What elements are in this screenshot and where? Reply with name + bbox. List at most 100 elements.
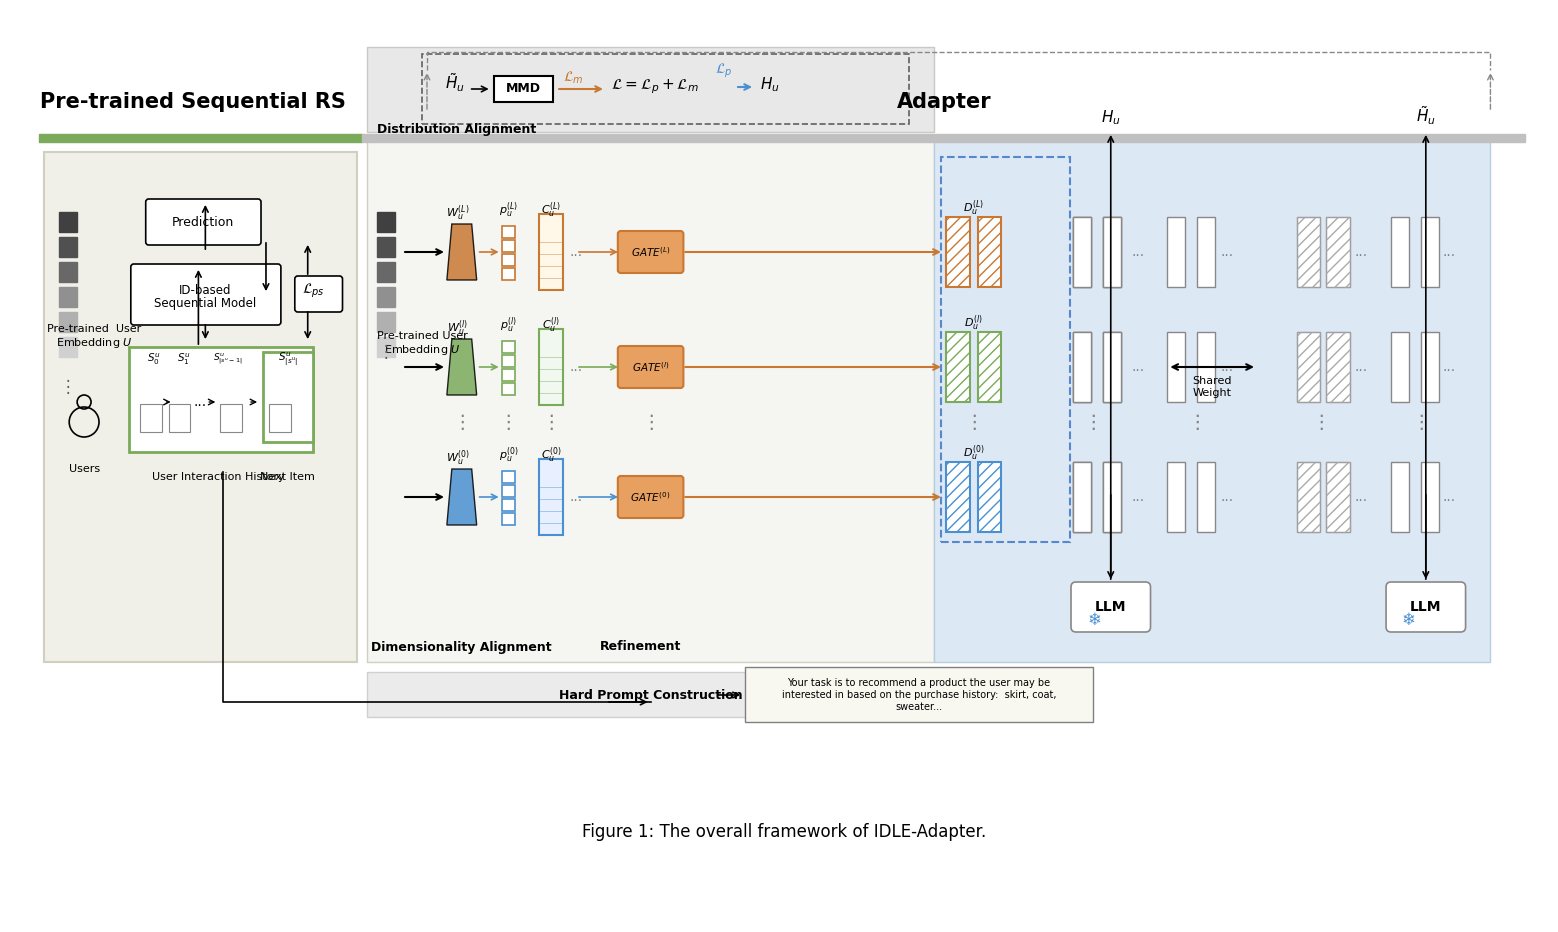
Text: $p_u^{(0)}$: $p_u^{(0)}$ bbox=[499, 445, 519, 465]
Text: ID-based: ID-based bbox=[179, 283, 232, 296]
Bar bbox=[59, 212, 78, 232]
Text: Sequential Model: Sequential Model bbox=[154, 297, 257, 310]
Bar bbox=[59, 287, 78, 307]
Text: $S_{|s^u|}^u$: $S_{|s^u|}^u$ bbox=[277, 350, 298, 367]
Bar bbox=[1421, 462, 1438, 532]
Bar bbox=[1167, 332, 1186, 402]
Text: $\mathcal{L} = \mathcal{L}_p + \mathcal{L}_m$: $\mathcal{L} = \mathcal{L}_p + \mathcal{… bbox=[611, 77, 700, 96]
Bar bbox=[168, 404, 190, 432]
Bar bbox=[59, 337, 78, 357]
Text: ⋮: ⋮ bbox=[1312, 413, 1331, 432]
Bar bbox=[1326, 462, 1351, 532]
Bar bbox=[1296, 462, 1321, 532]
Bar bbox=[946, 217, 969, 287]
Bar bbox=[745, 667, 1092, 722]
Text: $GATE^{(0)}$: $GATE^{(0)}$ bbox=[631, 490, 671, 504]
Text: ...: ... bbox=[1443, 490, 1455, 504]
Text: $C_u^{(0)}$: $C_u^{(0)}$ bbox=[541, 445, 562, 465]
Bar bbox=[502, 499, 516, 511]
Text: Next Item: Next Item bbox=[260, 472, 315, 482]
Text: $p_u^{(L)}$: $p_u^{(L)}$ bbox=[499, 200, 519, 220]
Text: ⋮: ⋮ bbox=[452, 413, 472, 432]
Bar bbox=[1326, 217, 1351, 287]
Bar bbox=[1296, 217, 1321, 287]
Text: $D_u^{(L)}$: $D_u^{(L)}$ bbox=[963, 199, 985, 218]
Bar bbox=[363, 134, 1525, 142]
Polygon shape bbox=[447, 339, 477, 395]
Bar bbox=[502, 471, 516, 483]
Bar bbox=[1326, 332, 1351, 402]
Text: Dimensionality Alignment: Dimensionality Alignment bbox=[371, 640, 552, 653]
Bar bbox=[1103, 217, 1120, 287]
Bar bbox=[1103, 462, 1120, 532]
Text: ⋮: ⋮ bbox=[640, 413, 661, 432]
Bar bbox=[1103, 217, 1120, 287]
Bar bbox=[1167, 462, 1186, 532]
Bar bbox=[502, 254, 516, 266]
Bar bbox=[1167, 217, 1186, 287]
Text: Pre-trained  User
Embedding $U$: Pre-trained User Embedding $U$ bbox=[47, 324, 142, 350]
Bar bbox=[1197, 217, 1215, 287]
Bar bbox=[1103, 462, 1120, 532]
Bar bbox=[1391, 332, 1408, 402]
Text: Pre-trained User
Embedding $U$: Pre-trained User Embedding $U$ bbox=[377, 331, 467, 357]
FancyBboxPatch shape bbox=[1387, 582, 1466, 632]
Bar bbox=[977, 217, 1002, 287]
Bar bbox=[1103, 332, 1120, 402]
Bar bbox=[59, 237, 78, 257]
Text: Pre-trained Sequential RS: Pre-trained Sequential RS bbox=[41, 92, 346, 112]
Text: $W_u^{(L)}$: $W_u^{(L)}$ bbox=[446, 204, 469, 224]
Text: $W_u^{(0)}$: $W_u^{(0)}$ bbox=[446, 449, 471, 469]
Text: $S_1^u$: $S_1^u$ bbox=[176, 351, 190, 366]
Bar bbox=[1326, 217, 1351, 287]
Bar bbox=[502, 355, 516, 367]
Bar bbox=[1073, 217, 1091, 287]
Polygon shape bbox=[447, 224, 477, 280]
Bar bbox=[377, 312, 396, 332]
Text: $GATE^{(L)}$: $GATE^{(L)}$ bbox=[631, 245, 670, 259]
Text: ⋮: ⋮ bbox=[1412, 413, 1430, 432]
FancyBboxPatch shape bbox=[619, 476, 684, 518]
Text: $S_{|s^u-1|}^u$: $S_{|s^u-1|}^u$ bbox=[213, 351, 243, 366]
FancyBboxPatch shape bbox=[146, 199, 262, 245]
Text: ...: ... bbox=[1131, 360, 1144, 374]
Bar bbox=[1197, 332, 1215, 402]
Bar bbox=[1103, 462, 1120, 532]
Text: $S_0^u$: $S_0^u$ bbox=[146, 351, 160, 366]
Text: ⋮: ⋮ bbox=[499, 413, 519, 432]
Bar bbox=[220, 404, 241, 432]
Bar bbox=[946, 332, 969, 402]
Text: ⋮: ⋮ bbox=[379, 343, 394, 361]
Bar bbox=[946, 332, 969, 402]
Bar bbox=[1103, 332, 1120, 402]
Bar bbox=[502, 383, 516, 395]
Text: Refinement: Refinement bbox=[600, 640, 681, 653]
FancyBboxPatch shape bbox=[1070, 582, 1150, 632]
Bar bbox=[539, 459, 562, 535]
Bar bbox=[933, 137, 1491, 662]
Bar bbox=[368, 47, 933, 132]
Text: ...: ... bbox=[1354, 245, 1368, 259]
Bar bbox=[1073, 217, 1091, 287]
Bar bbox=[377, 237, 396, 257]
Text: $\mathcal{L}_m$: $\mathcal{L}_m$ bbox=[562, 70, 584, 87]
Bar bbox=[129, 347, 313, 452]
Bar bbox=[946, 217, 969, 287]
Bar bbox=[977, 332, 1002, 402]
Bar bbox=[539, 329, 562, 405]
Text: ...: ... bbox=[1443, 360, 1455, 374]
Bar bbox=[368, 672, 933, 717]
Text: $H_u$: $H_u$ bbox=[760, 75, 779, 94]
FancyBboxPatch shape bbox=[619, 346, 684, 388]
Text: LLM: LLM bbox=[1095, 600, 1126, 614]
Text: Shared
Weight: Shared Weight bbox=[1192, 377, 1232, 398]
Bar bbox=[977, 332, 1002, 402]
Bar bbox=[494, 76, 553, 102]
FancyBboxPatch shape bbox=[619, 231, 684, 273]
Bar bbox=[1296, 217, 1321, 287]
Text: Users: Users bbox=[69, 464, 100, 474]
Text: ...: ... bbox=[1220, 360, 1234, 374]
Text: ⋮: ⋮ bbox=[964, 413, 983, 432]
Bar bbox=[377, 212, 396, 232]
Bar bbox=[263, 352, 313, 442]
